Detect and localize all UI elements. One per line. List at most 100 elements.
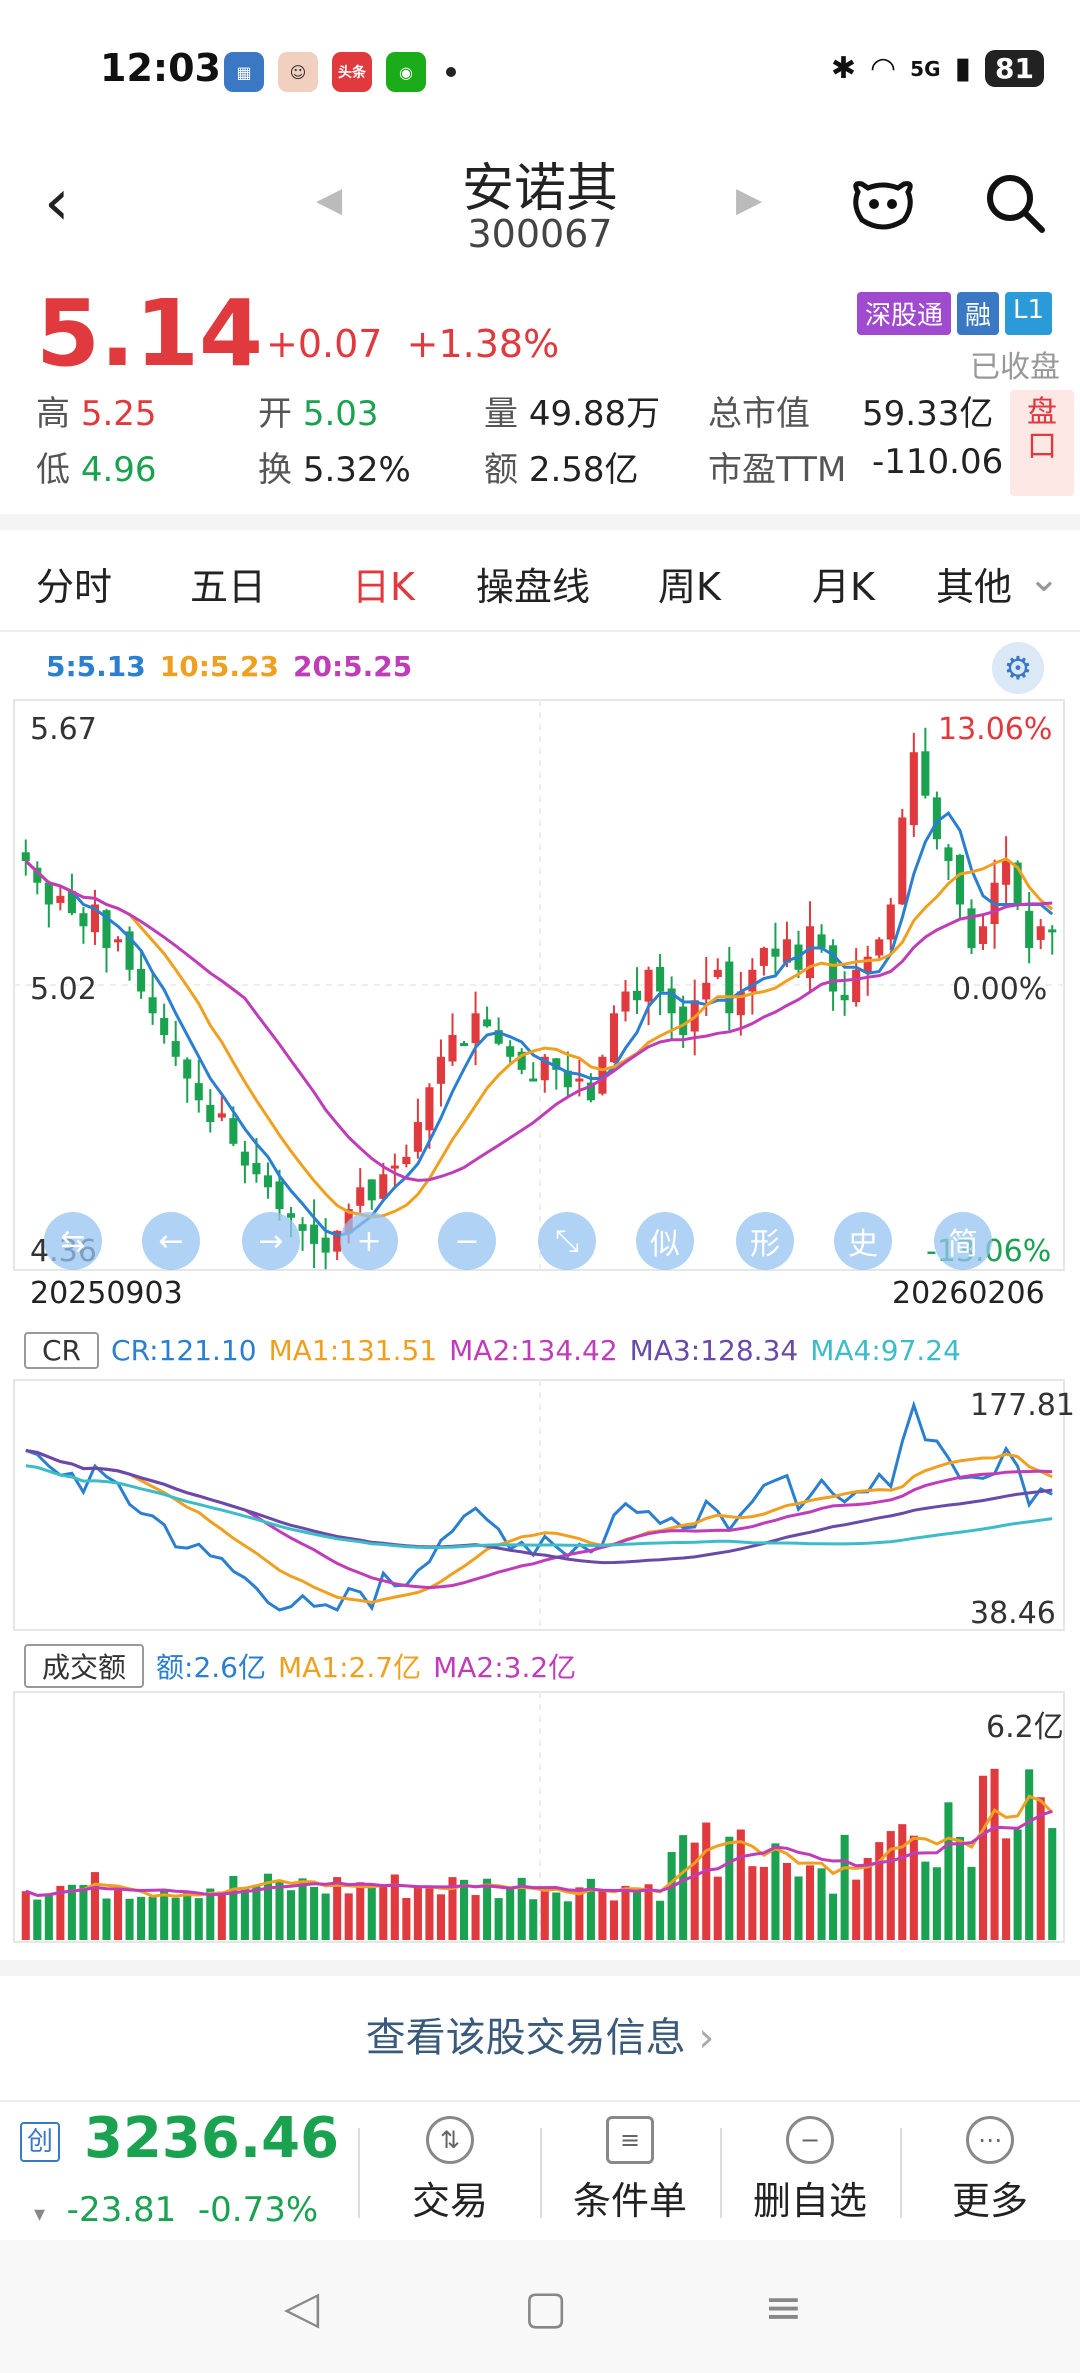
cr-indicator-tag[interactable]: CR <box>24 1332 100 1369</box>
volume-bar <box>656 1900 665 1940</box>
candle-body <box>1002 860 1011 885</box>
candle-body <box>367 1179 376 1201</box>
volume-bar <box>829 1893 838 1940</box>
prev-stock-icon[interactable]: ◀ <box>316 180 343 220</box>
volume-bar <box>552 1892 561 1940</box>
tab-daily-k[interactable]: 日K <box>352 565 415 609</box>
trade-label: 交易 <box>411 2179 488 2223</box>
candle-body <box>21 852 30 861</box>
pankou-button[interactable]: 盘口 <box>1010 390 1074 496</box>
conditional-order-button[interactable]: ≡ 条件单 <box>550 2116 710 2225</box>
candle-body <box>875 939 884 956</box>
kline-y-top: 5.67 <box>30 712 97 747</box>
back-icon[interactable]: ‹ <box>44 166 70 240</box>
pan-right-button[interactable]: → <box>242 1212 300 1270</box>
index-tag[interactable]: 创 <box>20 2122 60 2162</box>
simple-button[interactable]: 简 <box>934 1212 992 1270</box>
volume-bar <box>540 1888 549 1940</box>
remove-watchlist-button[interactable]: − 删自选 <box>730 2116 890 2225</box>
more-button[interactable]: ⋯ 更多 <box>910 2116 1070 2225</box>
volume-bar <box>79 1884 88 1940</box>
candle-body <box>702 982 711 1000</box>
volume-bar <box>863 1857 872 1940</box>
tab-weekly-k[interactable]: 周K <box>658 565 721 609</box>
pattern-button[interactable]: 形 <box>736 1212 794 1270</box>
candle-body <box>586 1082 595 1101</box>
tab-trading-line[interactable]: 操盘线 <box>476 565 591 609</box>
kline-pct-mid: 0.00% <box>952 972 1048 1007</box>
toutiao-icon: 头条 <box>332 52 372 92</box>
divider <box>900 2128 902 2218</box>
volume-bar <box>702 1822 711 1940</box>
nav-back-icon[interactable]: ◁ <box>284 2280 320 2334</box>
trade-button[interactable]: ⇅ 交易 <box>370 2116 530 2225</box>
divider <box>540 2128 542 2218</box>
candle-body <box>967 908 976 949</box>
tab-monthly-k[interactable]: 月K <box>812 565 875 609</box>
candle-body <box>33 867 42 883</box>
last-price: 5.14 <box>36 280 263 387</box>
index-value[interactable]: 3236.46 <box>84 2106 340 2171</box>
gear-icon[interactable]: ⚙ <box>992 642 1044 694</box>
volume-bar <box>413 1885 422 1940</box>
volume-bar <box>990 1768 999 1940</box>
turnover-row: 换 5.32% <box>258 442 411 491</box>
tab-intraday[interactable]: 分时 <box>36 565 113 609</box>
history-button[interactable]: 史 <box>834 1212 892 1270</box>
change-value: +0.07 <box>266 322 383 366</box>
volume-bar <box>736 1829 745 1940</box>
volume-bar <box>90 1872 100 1940</box>
badge-sgt[interactable]: 深股通 <box>856 292 951 335</box>
vol-indicator-tag[interactable]: 成交额 <box>24 1644 145 1688</box>
next-stock-icon[interactable]: ▶ <box>736 180 763 220</box>
cr-y-bot: 38.46 <box>970 1596 1056 1631</box>
candle-body <box>252 1163 261 1175</box>
zoom-out-button[interactable]: − <box>438 1212 496 1270</box>
candle-body <box>1013 862 1022 905</box>
volume-bar <box>171 1897 180 1940</box>
badges: 深股通 融 L1 <box>856 292 1052 335</box>
divider <box>720 2128 722 2218</box>
volume-bar <box>44 1893 53 1940</box>
ma-legend: 5:5.13 10:5.23 20:5.25 <box>46 650 412 683</box>
amount-row: 额 2.58亿 <box>484 442 639 491</box>
cr-line <box>25 1400 1053 1612</box>
chevron-down-icon[interactable]: ⌄ <box>1028 556 1060 600</box>
volume-bar <box>21 1891 30 1940</box>
candle-body <box>863 956 872 973</box>
volume-bar <box>805 1865 815 1940</box>
search-icon[interactable] <box>980 168 1050 238</box>
volume-bar <box>898 1824 907 1940</box>
volume-bar <box>771 1843 780 1940</box>
volume-bar <box>298 1878 307 1940</box>
volume-bar <box>183 1891 192 1940</box>
quote-panel: 5.14 +0.07 +1.38% 深股通 融 L1 已收盘 高 5.25 开 … <box>0 280 1080 510</box>
candle-body <box>736 991 745 1016</box>
tab-five-day[interactable]: 五日 <box>190 565 267 609</box>
signal-icon: ▮ <box>954 51 972 86</box>
pan-left-button[interactable]: ← <box>142 1212 200 1270</box>
swap-tool-button[interactable]: ⇆ <box>44 1212 102 1270</box>
divider <box>0 514 1080 530</box>
nav-home-icon[interactable]: ▢ <box>524 2280 568 2334</box>
trade-info-link[interactable]: 查看该股交易信息 › <box>0 1976 1080 2100</box>
nav-menu-icon[interactable]: ≡ <box>764 2280 803 2334</box>
volume-bar <box>286 1890 296 1940</box>
high-value: 5.25 <box>80 394 157 434</box>
badge-level[interactable]: L1 <box>1004 292 1052 335</box>
badge-margin[interactable]: 融 <box>956 292 999 335</box>
candle-body <box>240 1151 249 1166</box>
volume-bar <box>367 1887 376 1940</box>
volume-bar <box>517 1877 526 1940</box>
kline-chart[interactable] <box>0 0 1080 1960</box>
volume-bar <box>333 1877 342 1940</box>
tab-other[interactable]: 其他 <box>936 565 1013 609</box>
vol-legend: 成交额 额:2.6亿 MA1:2.7亿 MA2:3.2亿 <box>24 1644 576 1688</box>
bull-icon[interactable] <box>848 168 918 238</box>
candle-body <box>137 968 146 992</box>
zoom-in-button[interactable]: + <box>340 1212 398 1270</box>
fullscreen-button[interactable]: ⤡ <box>538 1212 596 1270</box>
signal-label: 5G <box>910 56 941 81</box>
candle-body <box>333 1230 342 1252</box>
similar-button[interactable]: 似 <box>636 1212 694 1270</box>
